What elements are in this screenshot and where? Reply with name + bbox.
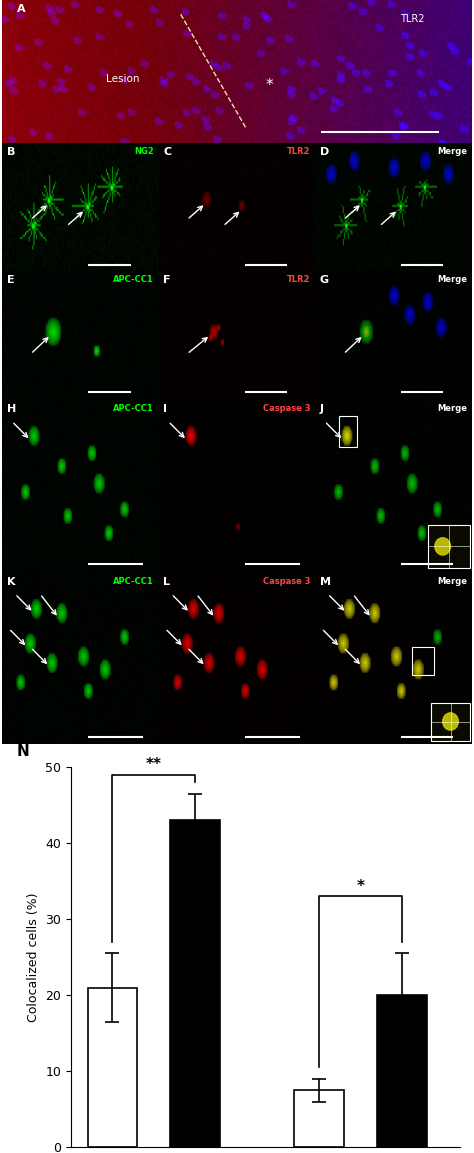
Text: L: L: [164, 576, 171, 587]
Bar: [428, 525, 470, 568]
Text: APC-CC1: APC-CC1: [113, 274, 154, 284]
Text: **: **: [146, 758, 162, 773]
Bar: [170, 820, 220, 1147]
Text: Caspase 3: Caspase 3: [263, 576, 310, 586]
Text: H: H: [7, 404, 16, 414]
Bar: [338, 416, 357, 447]
Text: C: C: [164, 146, 172, 157]
Text: *: *: [265, 78, 273, 93]
Text: Lesion: Lesion: [106, 74, 139, 84]
Bar: [377, 995, 427, 1147]
Y-axis label: Colocalized cells (%): Colocalized cells (%): [27, 892, 40, 1022]
Text: B: B: [7, 146, 16, 157]
Text: TLR2: TLR2: [287, 274, 310, 284]
Circle shape: [443, 713, 458, 730]
Text: APC-CC1: APC-CC1: [113, 576, 154, 586]
Circle shape: [435, 537, 450, 555]
Text: Merge: Merge: [437, 274, 467, 284]
Text: F: F: [164, 274, 171, 285]
Bar: [412, 647, 434, 675]
Bar: [431, 702, 470, 740]
Text: A: A: [17, 5, 25, 14]
Text: APC-CC1: APC-CC1: [113, 404, 154, 413]
Text: N: N: [17, 745, 29, 760]
Text: NG2: NG2: [134, 146, 154, 156]
Text: Caspase 3: Caspase 3: [263, 404, 310, 413]
Text: TLR2: TLR2: [287, 146, 310, 156]
Text: Merge: Merge: [437, 404, 467, 413]
Bar: [294, 1091, 344, 1147]
Text: I: I: [164, 404, 167, 414]
Text: Merge: Merge: [437, 576, 467, 586]
Text: G: G: [320, 274, 329, 285]
Text: J: J: [320, 404, 324, 414]
Text: E: E: [7, 274, 15, 285]
Text: Merge: Merge: [437, 146, 467, 156]
Text: D: D: [320, 146, 329, 157]
Text: TLR2: TLR2: [400, 14, 425, 24]
Bar: [88, 987, 137, 1147]
Text: *: *: [356, 879, 365, 894]
Text: M: M: [320, 576, 331, 587]
Text: K: K: [7, 576, 16, 587]
